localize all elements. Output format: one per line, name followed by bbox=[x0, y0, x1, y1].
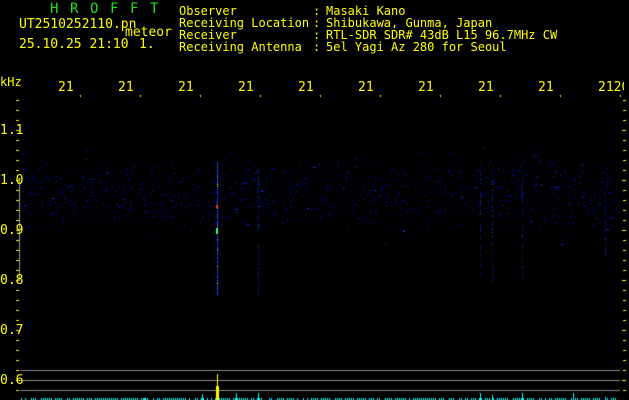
y-tick-label: 0.8 bbox=[0, 273, 24, 288]
datetime: 25.10.25 21:10 bbox=[19, 37, 129, 52]
x-tick-label: 2120 bbox=[598, 80, 624, 95]
y-tick-label: 1.1 bbox=[0, 123, 24, 138]
x-tick-label: 2117 bbox=[418, 80, 434, 95]
x-tick-label: 2115 bbox=[298, 80, 314, 95]
logo-letter: F bbox=[110, 1, 119, 17]
location-value: Shibukawa, Gunma, Japan bbox=[326, 16, 493, 30]
observer-label: Observer bbox=[179, 4, 237, 18]
x-tick-label: 2114 bbox=[238, 80, 254, 95]
colon: : bbox=[313, 16, 321, 30]
antenna-label: Receiving Antenna bbox=[179, 40, 302, 54]
antenna-value: 5el Yagi Az 280 for Seoul bbox=[326, 40, 507, 54]
logo-letter: T bbox=[150, 1, 159, 17]
count: 1. bbox=[139, 37, 155, 52]
colon: : bbox=[313, 4, 321, 18]
logo-letter: R bbox=[70, 1, 79, 17]
receiver-label: Receiver bbox=[179, 28, 237, 42]
y-tick-label: 1.0 bbox=[0, 173, 24, 188]
y-tick-label: 0.9 bbox=[0, 223, 24, 238]
filename: UT2510252110.pn bbox=[19, 17, 137, 32]
colon: : bbox=[313, 40, 321, 54]
y-tick-label: 0.7 bbox=[0, 323, 24, 338]
x-tick-label: 2111 bbox=[58, 80, 74, 95]
logo-letter: O bbox=[90, 1, 99, 17]
unit-label: kHz bbox=[0, 75, 22, 89]
location-label: Receiving Location bbox=[179, 16, 310, 30]
colon: : bbox=[313, 28, 321, 42]
x-tick-label: 2119 bbox=[538, 80, 554, 95]
mode-label: meteor bbox=[125, 25, 172, 40]
observer-value: Masaki Kano bbox=[326, 4, 406, 18]
logo-letter: H bbox=[50, 1, 59, 17]
receiver-value: RTL-SDR SDR# 43dB L15 96.7MHz CW bbox=[326, 28, 558, 42]
x-tick-label: 2113 bbox=[178, 80, 194, 95]
x-tick-label: 2118 bbox=[478, 80, 494, 95]
x-tick-label: 2116 bbox=[358, 80, 374, 95]
logo-letter: F bbox=[130, 1, 139, 17]
y-tick-label: 0.6 bbox=[0, 373, 24, 388]
x-tick-label: 2112 bbox=[118, 80, 134, 95]
